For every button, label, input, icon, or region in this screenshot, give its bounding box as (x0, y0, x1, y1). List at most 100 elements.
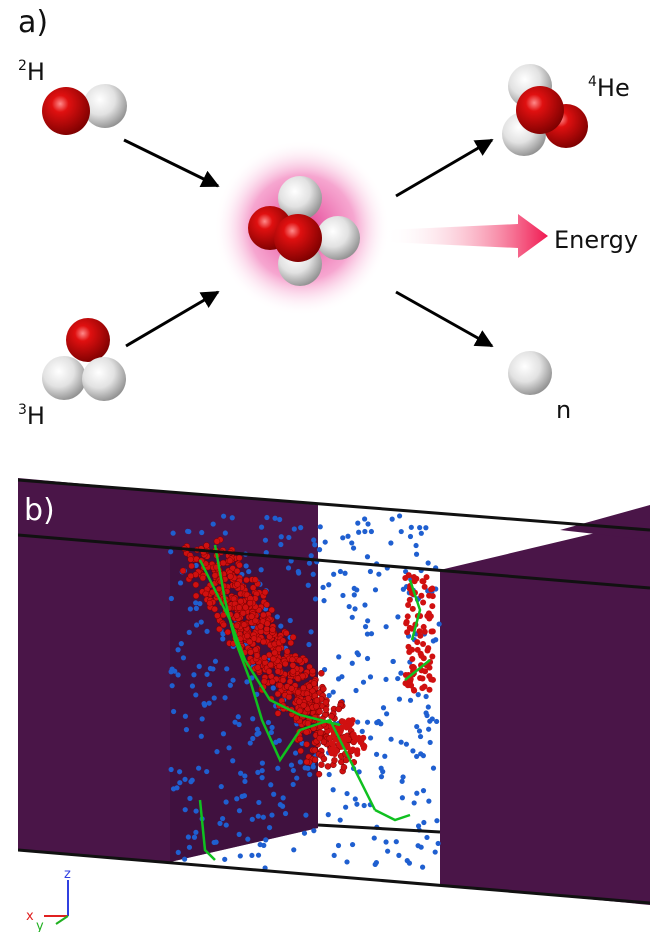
atom (381, 705, 386, 710)
defect-atom (410, 606, 416, 612)
defect-atom (346, 718, 352, 724)
atom (244, 563, 249, 568)
atom (360, 729, 365, 734)
atom (258, 842, 263, 847)
atom (269, 725, 274, 730)
atom (267, 825, 272, 830)
atom (183, 714, 188, 719)
atom (237, 832, 242, 837)
atom (434, 719, 439, 724)
defect-atom (252, 618, 258, 624)
neutron (508, 351, 552, 395)
atom (193, 600, 198, 605)
atom (188, 606, 193, 611)
defect-atom (406, 649, 412, 655)
atom (186, 529, 191, 534)
axis-triad: z x y (26, 867, 71, 932)
proton (66, 318, 110, 362)
atom (176, 672, 181, 677)
atom (414, 754, 419, 759)
defect-atom (214, 538, 220, 544)
atom (379, 766, 384, 771)
atom (171, 786, 176, 791)
atom (342, 571, 347, 576)
atom (344, 859, 349, 864)
atom (373, 587, 378, 592)
atom (384, 624, 389, 629)
atom (193, 808, 198, 813)
atom (199, 734, 204, 739)
defect-atom (275, 691, 281, 697)
atom (385, 849, 390, 854)
defect-atom (361, 745, 367, 751)
defect-atom (268, 662, 274, 668)
atom (184, 727, 189, 732)
figure: a) 2H 3H 4He n Energy (0, 0, 666, 932)
atom (355, 650, 360, 655)
atom (222, 695, 227, 700)
atom (398, 671, 403, 676)
atom (397, 697, 402, 702)
atom (362, 803, 367, 808)
atom (311, 537, 316, 542)
atom (434, 818, 439, 823)
atom (344, 791, 349, 796)
defect-atom (351, 731, 357, 737)
defect-atom (272, 650, 278, 656)
atom (224, 799, 229, 804)
atom (177, 769, 182, 774)
atom (326, 582, 331, 587)
atom (383, 839, 388, 844)
defect-atom (252, 577, 258, 583)
atom (415, 843, 420, 848)
atom (260, 768, 265, 773)
atom (212, 840, 217, 845)
atom (417, 525, 422, 530)
axis-label: z (64, 867, 71, 882)
neutron (42, 356, 86, 400)
atom (226, 745, 231, 750)
atom (169, 767, 174, 772)
defect-atom (298, 748, 304, 754)
atom (311, 828, 316, 833)
atom (312, 542, 317, 547)
atom (426, 799, 431, 804)
atom (374, 752, 379, 757)
defect-atom (288, 640, 294, 646)
atom (179, 641, 184, 646)
atom (431, 766, 436, 771)
atom (372, 835, 377, 840)
atom (302, 831, 307, 836)
atom (320, 585, 325, 590)
defect-atom (247, 639, 253, 645)
atom (416, 692, 421, 697)
atom (365, 521, 370, 526)
atom (202, 703, 207, 708)
defect-atom (314, 697, 320, 703)
defect-atom (258, 623, 264, 629)
atom (222, 857, 227, 862)
defect-atom (340, 719, 346, 725)
atom (223, 530, 228, 535)
atom (408, 698, 413, 703)
atom (186, 834, 191, 839)
atom (365, 656, 370, 661)
atom (236, 714, 241, 719)
atom (368, 569, 373, 574)
atom (281, 795, 286, 800)
defect-atom (310, 668, 316, 674)
atom (298, 759, 303, 764)
defect-atom (404, 619, 410, 625)
atom (351, 545, 356, 550)
defect-atom (420, 641, 426, 647)
atom (355, 521, 360, 526)
atom (292, 526, 297, 531)
atom (237, 722, 242, 727)
atom (309, 553, 314, 558)
atom (177, 780, 182, 785)
atom (271, 685, 276, 690)
atom (331, 689, 336, 694)
atom (416, 823, 421, 828)
neutron (82, 357, 126, 401)
atom (278, 542, 283, 547)
